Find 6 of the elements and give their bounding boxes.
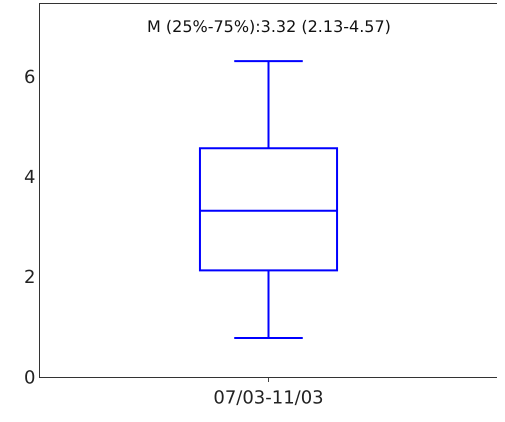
y-tick-label: 6 [24, 66, 36, 88]
y-tick-label: 0 [24, 367, 36, 388]
x-tick-label: 07/03-11/03 [213, 388, 324, 409]
y-tick-label: 4 [24, 167, 36, 188]
y-tick-label: 2 [24, 267, 36, 288]
annotation: M (25%-75%):3.32 (2.13-4.57) [147, 17, 391, 36]
